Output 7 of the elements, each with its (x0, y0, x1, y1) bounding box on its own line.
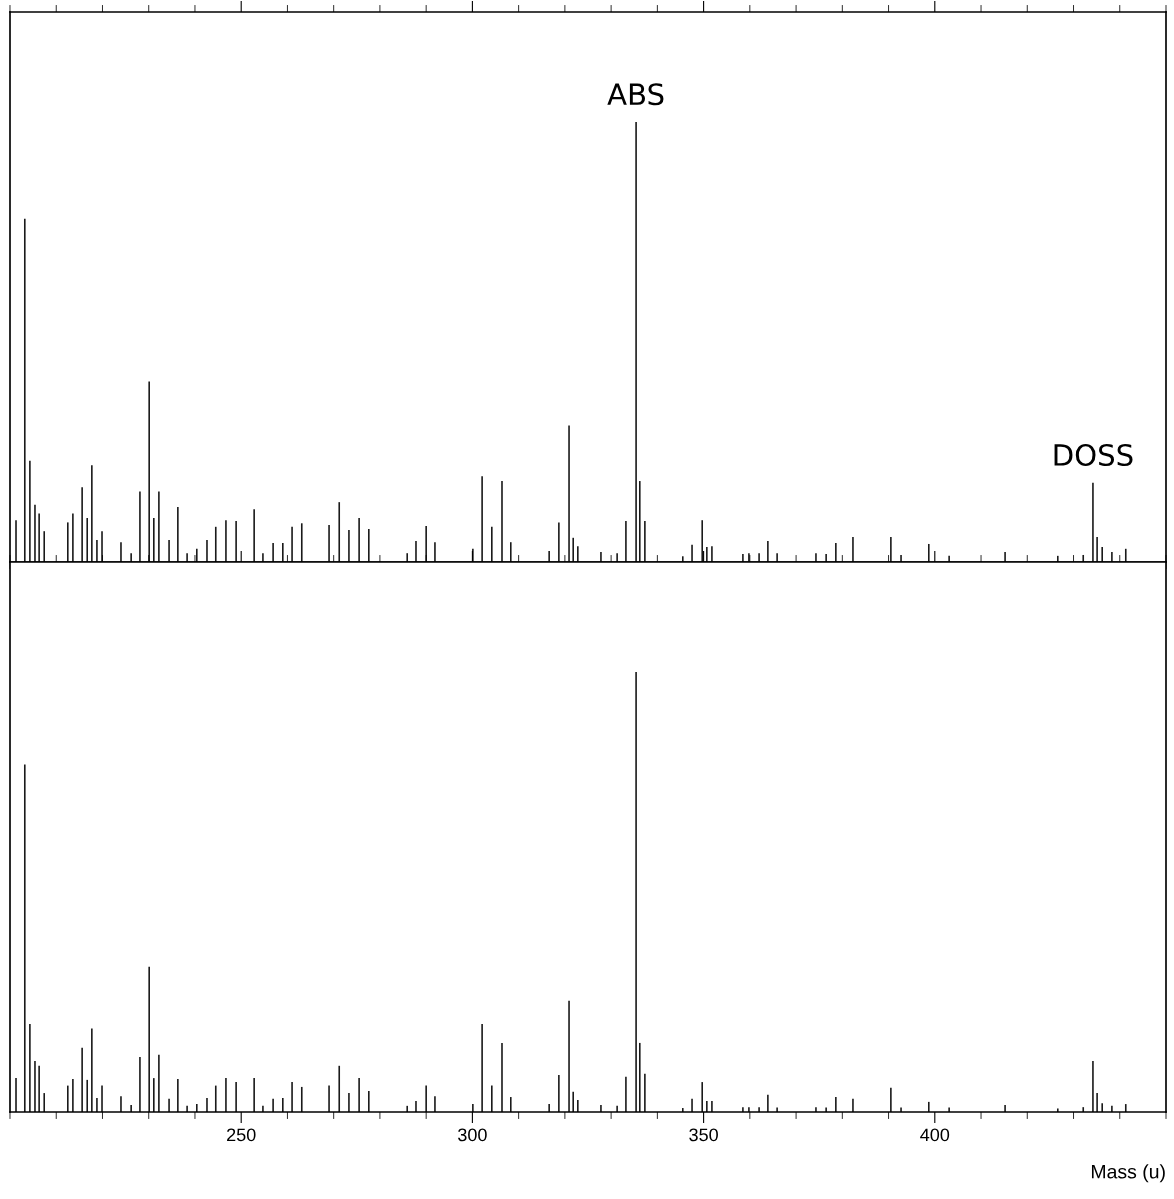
x-tick-label: 300 (458, 1128, 487, 1142)
annotation: ABS (607, 83, 664, 106)
x-tick-label: 350 (689, 1128, 718, 1142)
x-axis-title: Mass (u) (1091, 1164, 1165, 1183)
x-tick-label: 400 (920, 1128, 950, 1142)
x-tick-label: 250 (227, 1128, 256, 1142)
annotation: DOSS (1054, 443, 1133, 467)
